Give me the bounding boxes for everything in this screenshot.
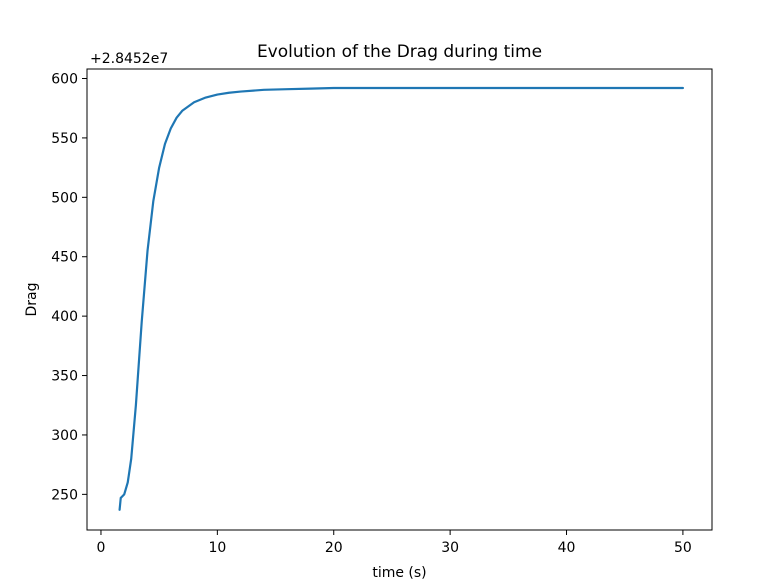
y-tick-label: 450 — [51, 250, 78, 266]
y-axis-label: Drag — [24, 282, 40, 316]
x-tick-label: 0 — [97, 540, 106, 556]
y-tick-label: 350 — [51, 369, 78, 385]
y-axis-offset-label: +2.8452e7 — [90, 51, 168, 67]
y-tick-label: 550 — [51, 131, 78, 147]
x-tick-label: 40 — [558, 540, 576, 556]
x-axis-label: time (s) — [372, 565, 426, 581]
chart-title: Evolution of the Drag during time — [257, 42, 542, 62]
y-tick-label: 500 — [51, 190, 78, 206]
y-axis: 250 300 350 400 450 500 550 600 — [51, 72, 87, 503]
x-tick-label: 30 — [441, 540, 459, 556]
y-tick-label: 600 — [51, 72, 78, 88]
axes-frame — [86, 68, 713, 531]
x-tick-label: 20 — [325, 540, 343, 556]
y-tick-label: 300 — [51, 428, 78, 444]
plot-area — [86, 68, 713, 531]
x-tick-label: 10 — [208, 540, 226, 556]
x-axis: 0 10 20 30 40 50 — [97, 530, 692, 556]
y-tick-label: 250 — [51, 487, 78, 503]
x-tick-label: 50 — [674, 540, 692, 556]
series-line — [118, 86, 684, 511]
y-tick-label: 400 — [51, 309, 78, 325]
